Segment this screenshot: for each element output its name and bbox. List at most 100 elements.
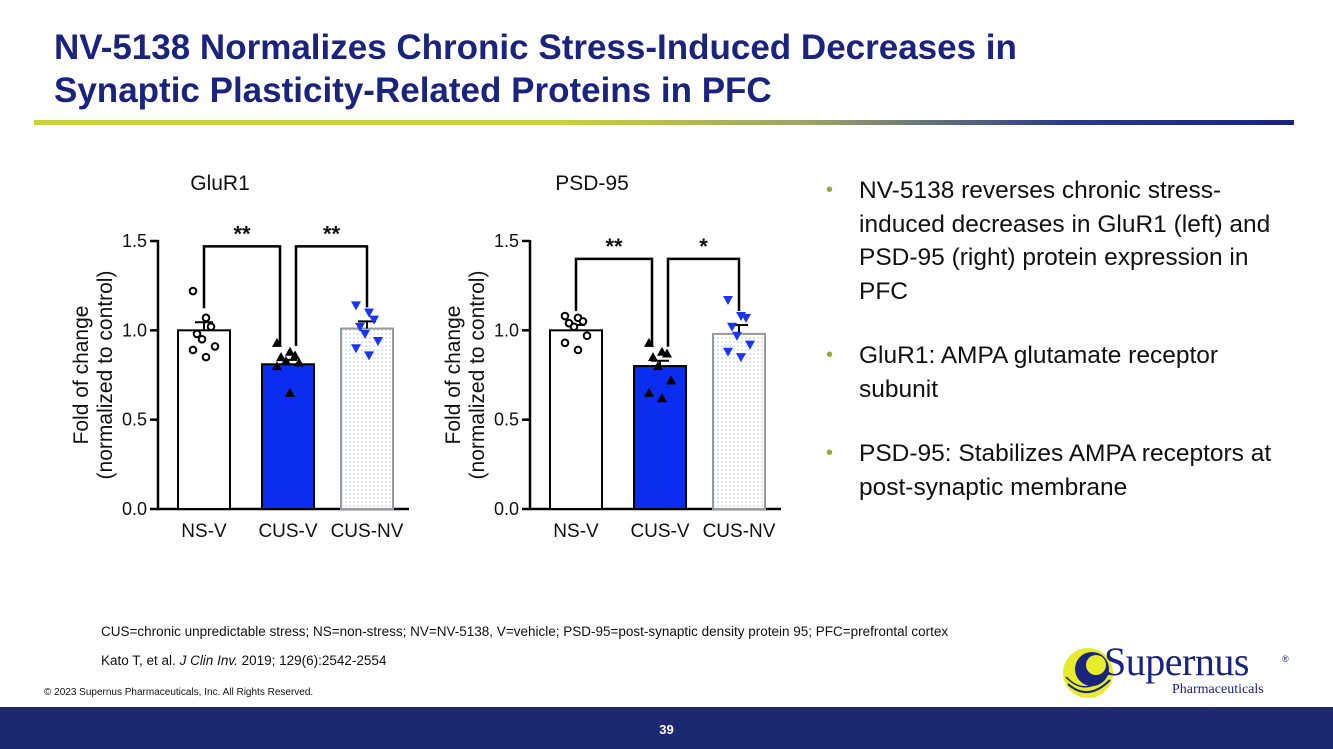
y-tick-label: 1.5 [494, 231, 519, 251]
bar-cus-v [633, 365, 687, 510]
data-point-cus-v [662, 348, 672, 358]
supernus-logo-wordmark: Supernus [1104, 639, 1249, 684]
y-axis-label-psd95: Fold of change(normalized to control) [442, 271, 489, 480]
data-point-cus-v [281, 355, 291, 365]
data-point-cus-nv [736, 353, 746, 363]
supernus-logo-icon [1063, 648, 1113, 698]
slide-title-line2: Synaptic Plasticity-Related Proteins in … [54, 71, 772, 110]
data-point-cus-nv [741, 313, 751, 323]
data-point-cus-nv [360, 329, 370, 339]
supernus-logo: Supernus ® Pharmaceuticals [1058, 639, 1298, 700]
data-point-cus-nv [745, 340, 755, 350]
significance-label: ** [233, 221, 251, 246]
data-point-ns-v [201, 352, 211, 362]
y-axis-label-line2: (normalized to control) [466, 271, 489, 480]
copyright-notice: © 2023 Supernus Pharmaceuticals, Inc. Al… [44, 687, 314, 698]
chart-glur1-svg: GluR1 Fold of change(normalized to contro… [70, 172, 409, 542]
registered-mark: ® [1282, 654, 1289, 664]
significance-bracket [202, 245, 282, 346]
data-point-ns-v [569, 322, 579, 332]
data-point-cus-nv [369, 315, 379, 325]
chart-psd95-svg: PSD-95 Fold of change(normalized to contr… [442, 172, 781, 542]
x-tick-label: NS-V [181, 521, 227, 542]
data-point-cus-v [666, 375, 676, 385]
data-point-cus-v [294, 357, 304, 367]
y-tick-label: 1.0 [122, 320, 147, 340]
significance-label: ** [323, 221, 341, 246]
data-point-cus-nv [355, 322, 365, 332]
reference-citation: Kato T, et al. J Clin Inv. 2019; 129(6):… [101, 653, 386, 668]
y-axis-label-line1: Fold of change [70, 306, 93, 445]
y-tick-label: 1.5 [122, 231, 147, 251]
bar-cus-nv [712, 332, 766, 510]
data-point-cus-v [290, 350, 300, 360]
reference-authors: Kato T, et al. [101, 653, 180, 668]
data-point-cus-v [272, 361, 282, 371]
data-point-ns-v [206, 322, 216, 332]
data-point-cus-nv [364, 351, 374, 361]
page-number: 39 [659, 722, 674, 737]
significance-bracket [574, 257, 654, 347]
bar-cus-v [261, 363, 315, 510]
bullet-dot-icon: • [826, 179, 834, 201]
x-tick-label: CUS-V [258, 521, 317, 542]
bullet-list: • NV-5138 reverses chronic stress-induced… [826, 174, 1296, 535]
y-tick-label: 0.0 [494, 499, 519, 519]
data-point-ns-v [578, 317, 588, 326]
chart-psd95: PSD-95 Fold of change(normalized to contr… [432, 160, 792, 550]
x-tick-label: CUS-NV [331, 521, 404, 542]
data-point-cus-nv [732, 331, 742, 341]
bullet-item-2: • GluR1: AMPA glutamate receptor subunit [826, 339, 1296, 406]
significance-bracket [666, 257, 741, 347]
data-point-ns-v [560, 311, 570, 321]
significance-bracket [294, 245, 369, 346]
y-axis-label-line2: (normalized to control) [94, 271, 117, 480]
bar-cus-nv [340, 327, 394, 510]
y-axis-label-line1: Fold of change [442, 306, 465, 445]
y-tick-label: 1.0 [494, 320, 519, 340]
bullet-text-3: PSD-95: Stabilizes AMPA receptors at pos… [859, 440, 1272, 501]
data-point-cus-v [276, 352, 286, 362]
bar-ns-v [549, 329, 603, 510]
data-point-ns-v [188, 286, 198, 296]
title-underline [34, 120, 1294, 125]
bullet-dot-icon: • [826, 442, 834, 464]
y-tick-label: 0.5 [494, 410, 519, 430]
data-point-ns-v [201, 313, 211, 323]
data-point-cus-v [648, 352, 658, 362]
significance-label: ** [605, 234, 623, 259]
footer-bar: 39 [0, 707, 1333, 749]
data-point-ns-v [582, 331, 592, 340]
bullet-text-2: GluR1: AMPA glutamate receptor subunit [859, 342, 1219, 403]
bullet-item-3: • PSD-95: Stabilizes AMPA receptors at po… [826, 437, 1296, 504]
chart-glur1: GluR1 Fold of change(normalized to contro… [60, 160, 420, 550]
x-tick-label: CUS-NV [703, 521, 776, 542]
data-point-ns-v [188, 345, 198, 355]
chart-title-psd95: PSD-95 [555, 172, 629, 195]
data-point-cus-nv [727, 322, 737, 332]
y-axis-label-glur1: Fold of change(normalized to control) [70, 271, 117, 480]
data-point-ns-v [210, 342, 220, 351]
reference-details: 2019; 129(6):2542-2554 [237, 653, 387, 668]
data-point-cus-nv [723, 347, 733, 357]
data-point-cus-nv [351, 344, 361, 354]
x-tick-label: CUS-V [630, 521, 689, 542]
data-point-cus-v [285, 387, 295, 397]
data-point-cus-v [285, 346, 295, 356]
bullet-item-1: • NV-5138 reverses chronic stress-induced… [826, 174, 1296, 308]
reference-journal: J Clin Inv. [179, 653, 238, 668]
significance-label: * [699, 234, 708, 259]
bullet-text-1: NV-5138 reverses chronic stress-induced … [859, 177, 1271, 305]
supernus-logo-subtitle: Pharmaceuticals [1172, 682, 1264, 697]
slide-title: NV-5138 Normalizes Chronic Stress-Induce… [54, 26, 1274, 112]
data-point-ns-v [560, 338, 570, 348]
data-point-ns-v [197, 334, 207, 344]
slide-title-line1: NV-5138 Normalizes Chronic Stress-Induce… [54, 28, 1017, 67]
data-point-ns-v [192, 329, 202, 339]
bullet-dot-icon: • [826, 344, 834, 366]
data-point-cus-v [657, 393, 667, 403]
data-point-cus-nv [373, 337, 383, 347]
y-tick-label: 0.0 [122, 499, 147, 519]
data-point-cus-v [644, 387, 654, 397]
chart-title-glur1: GluR1 [190, 172, 250, 195]
